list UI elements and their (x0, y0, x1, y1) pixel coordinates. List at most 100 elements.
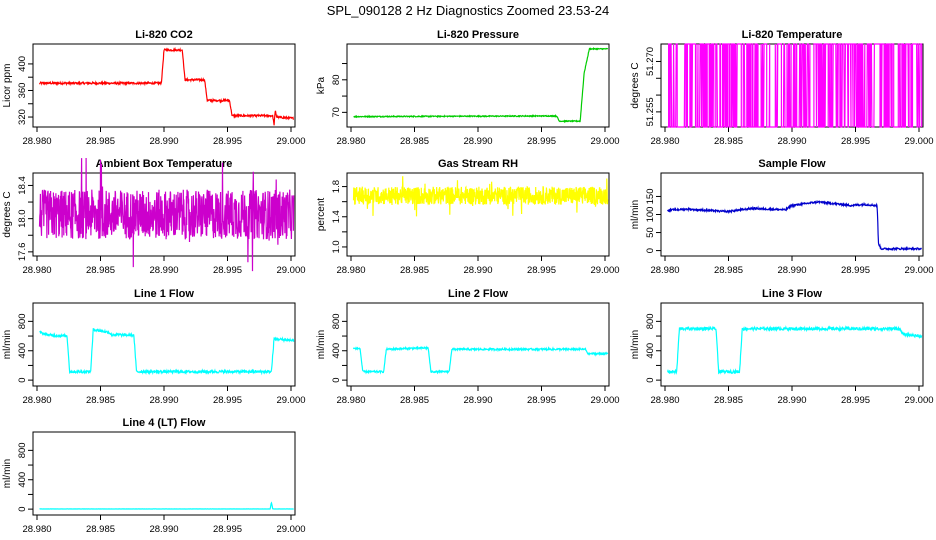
x-tick-label: 28.980 (22, 524, 51, 535)
x-tick-label: 28.995 (213, 265, 242, 276)
x-tick-label: 29.000 (904, 395, 933, 406)
series-line (39, 327, 295, 376)
subplot-title: Line 1 Flow (134, 288, 194, 300)
y-tick-label: 400 (17, 343, 28, 359)
x-tick-label: 28.990 (463, 395, 492, 406)
y-tick-label: 100 (645, 207, 656, 223)
y-axis-label: ml/min (2, 330, 13, 359)
x-tick-label: 28.990 (149, 136, 178, 147)
y-tick-label: 1.0 (331, 240, 342, 253)
y-axis-label: degrees C (2, 191, 13, 237)
x-tick-label: 28.990 (149, 395, 178, 406)
subplot-3: Li-820 Temperature degrees C 28.980 28.985 2… (630, 29, 934, 147)
x-tick-label: 28.985 (86, 265, 115, 276)
y-axis-label: percent (316, 198, 327, 232)
series-line (666, 325, 923, 376)
x-tick-label: 29.000 (276, 136, 305, 147)
x-tick-label: 28.980 (650, 395, 679, 406)
x-tick-label: 28.985 (714, 136, 743, 147)
plot-frame (346, 302, 610, 387)
x-tick-label: 28.985 (400, 136, 429, 147)
y-tick-label: 0 (645, 248, 656, 253)
x-tick-label: 28.980 (650, 265, 679, 276)
subplot-title: Li-820 Pressure (437, 29, 519, 41)
x-tick-label: 28.990 (149, 524, 178, 535)
series-line (38, 157, 295, 272)
plot-frame (346, 172, 610, 257)
subplot-9: Line 3 Flow ml/min 28.980 28.985 28.990 28.99… (630, 288, 934, 406)
subplot-2: Li-820 Pressure kPa 28.980 28.985 28.990 28.9… (316, 29, 620, 147)
subplot-title: Line 4 (LT) Flow (123, 417, 206, 429)
y-tick-label: 1.4 (331, 210, 342, 223)
y-axis-label: degrees C (630, 62, 641, 108)
series-line (38, 47, 294, 126)
y-tick-label: 800 (17, 313, 28, 329)
subplot-title: Li-820 Temperature (742, 29, 843, 41)
y-tick-label: 18.0 (17, 209, 28, 228)
y-axis-label: ml/min (630, 330, 641, 359)
y-tick-label: 0 (17, 377, 28, 382)
x-tick-label: 29.000 (590, 265, 619, 276)
figure-title: SPL_090128 2 Hz Diagnostics Zoomed 23.53… (326, 3, 610, 18)
y-axis-label: ml/min (630, 200, 641, 229)
y-tick-label: 0 (331, 377, 342, 382)
plot-frame (660, 302, 924, 387)
subplot-4: Ambient Box Temperature degrees C 28.980 28… (2, 157, 306, 276)
x-tick-label: 28.980 (650, 136, 679, 147)
x-tick-label: 28.980 (336, 395, 365, 406)
plot-frame (346, 43, 610, 128)
x-tick-label: 28.995 (213, 395, 242, 406)
y-tick-label: 360 (17, 83, 28, 99)
x-tick-label: 28.995 (527, 265, 556, 276)
y-axis-label: Licor ppm (2, 64, 13, 108)
subplot-title: Li-820 CO2 (135, 29, 192, 41)
x-tick-label: 28.990 (777, 265, 806, 276)
plot-frame (32, 431, 296, 516)
x-tick-label: 28.990 (777, 395, 806, 406)
series-line (353, 46, 609, 124)
x-tick-label: 28.985 (714, 395, 743, 406)
subplot-title: Line 2 Flow (448, 288, 508, 300)
x-tick-label: 28.995 (213, 524, 242, 535)
x-tick-label: 28.995 (213, 136, 242, 147)
subplot-8: Line 2 Flow ml/min 28.980 28.985 28.990 28.99… (316, 288, 620, 406)
x-tick-label: 29.000 (276, 395, 305, 406)
plot-frame (660, 172, 924, 257)
x-tick-label: 29.000 (590, 136, 619, 147)
subplot-title: Ambient Box Temperature (96, 158, 233, 170)
y-tick-label: 18.4 (17, 176, 28, 195)
x-tick-label: 28.980 (336, 265, 365, 276)
subplot-title: Line 3 Flow (762, 288, 822, 300)
y-tick-label: 150 (645, 189, 656, 205)
x-tick-label: 28.985 (86, 524, 115, 535)
subplot-10: Line 4 (LT) Flow ml/min 28.980 28.985 28.990… (2, 417, 306, 535)
y-tick-label: 51.270 (645, 47, 656, 76)
x-tick-label: 28.980 (22, 136, 51, 147)
subplot-5: Gas Stream RH percent 28.980 28.985 28.990 28… (316, 158, 620, 276)
y-tick-label: 400 (17, 56, 28, 72)
subplot-7: Line 1 Flow ml/min 28.980 28.985 28.990 28.99… (2, 288, 306, 406)
series-line (352, 176, 609, 217)
x-tick-label: 28.985 (86, 136, 115, 147)
plot-frame (32, 302, 296, 387)
x-tick-label: 29.000 (904, 265, 933, 276)
x-tick-label: 29.000 (590, 395, 619, 406)
y-tick-label: 80 (331, 75, 342, 86)
y-axis-label: ml/min (2, 459, 13, 488)
y-tick-label: 0 (645, 377, 656, 382)
x-tick-label: 28.995 (841, 265, 870, 276)
y-tick-label: 800 (17, 442, 28, 458)
x-tick-label: 29.000 (904, 136, 933, 147)
series-line (667, 200, 922, 252)
y-tick-label: 0 (17, 506, 28, 511)
y-tick-label: 400 (17, 472, 28, 488)
y-axis-label: ml/min (316, 330, 327, 359)
series-line (39, 501, 294, 510)
y-tick-label: 50 (645, 227, 656, 238)
x-tick-label: 28.985 (86, 395, 115, 406)
x-tick-label: 28.985 (714, 265, 743, 276)
x-tick-label: 28.995 (527, 136, 556, 147)
x-tick-label: 28.990 (149, 265, 178, 276)
x-tick-label: 28.990 (463, 265, 492, 276)
